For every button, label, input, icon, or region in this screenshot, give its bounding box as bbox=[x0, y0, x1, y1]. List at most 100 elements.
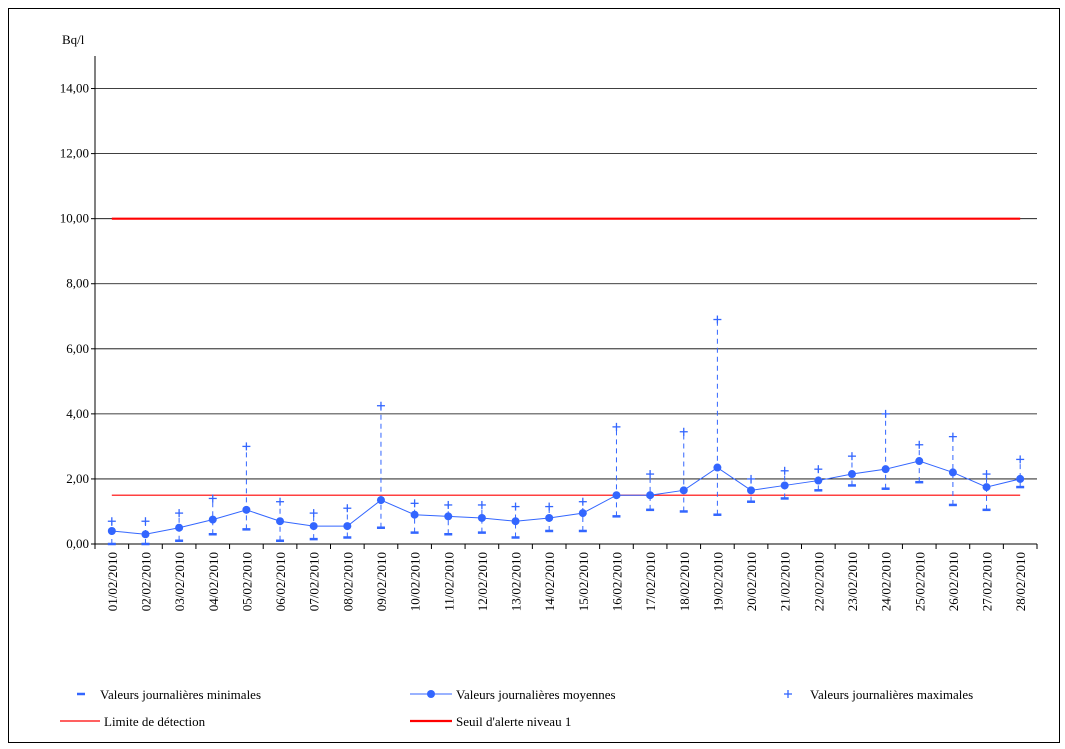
x-tick-label: 17/02/2010 bbox=[643, 552, 658, 611]
x-tick-label: 15/02/2010 bbox=[576, 552, 591, 611]
max-point bbox=[175, 509, 184, 518]
max-point bbox=[276, 497, 285, 506]
max-point bbox=[376, 401, 385, 410]
threshold-lines bbox=[111, 217, 1021, 496]
average-point bbox=[780, 481, 789, 490]
x-tick-label: 13/02/2010 bbox=[509, 552, 524, 611]
x-tick-label: 24/02/2010 bbox=[879, 552, 894, 611]
chart-frame bbox=[8, 8, 1060, 743]
average-point bbox=[713, 463, 722, 472]
average-point bbox=[847, 470, 856, 479]
average-point bbox=[948, 468, 957, 477]
x-tick-label: 22/02/2010 bbox=[811, 552, 826, 611]
average-point bbox=[376, 496, 385, 505]
max-point bbox=[948, 432, 957, 441]
x-tick-label: 10/02/2010 bbox=[408, 552, 423, 611]
average-point bbox=[107, 526, 116, 535]
max-point bbox=[982, 470, 991, 479]
y-tick-label: 10,00 bbox=[60, 211, 89, 226]
x-tick-label: 04/02/2010 bbox=[206, 552, 221, 611]
average-point bbox=[175, 523, 184, 532]
x-tick-label: 05/02/2010 bbox=[239, 552, 254, 611]
max-point bbox=[679, 427, 688, 436]
x-tick-label: 01/02/2010 bbox=[105, 552, 120, 611]
y-tick-label: 4,00 bbox=[66, 406, 89, 421]
y-tick-label: 12,00 bbox=[60, 146, 89, 161]
y-tick-label: 6,00 bbox=[66, 341, 89, 356]
average-point bbox=[578, 509, 587, 518]
max-point bbox=[477, 500, 486, 509]
average-point bbox=[309, 522, 318, 531]
max-point bbox=[444, 500, 453, 509]
average-point bbox=[343, 522, 352, 531]
x-tick-label: 06/02/2010 bbox=[273, 552, 288, 611]
x-tick-label: 08/02/2010 bbox=[340, 552, 355, 611]
max-point bbox=[612, 422, 621, 431]
y-tick-label: 14,00 bbox=[60, 81, 89, 96]
x-tick-label: 18/02/2010 bbox=[677, 552, 692, 611]
legend-max-symbol bbox=[784, 690, 792, 698]
y-tick-label: 8,00 bbox=[66, 276, 89, 291]
average-point bbox=[1016, 474, 1025, 483]
average-point bbox=[208, 515, 217, 524]
average-point bbox=[814, 476, 823, 485]
legend-min-label: Valeurs journalières minimales bbox=[100, 687, 261, 702]
legend: Valeurs journalières minimales Valeurs jo… bbox=[60, 687, 973, 729]
x-tick-label: 20/02/2010 bbox=[744, 552, 759, 611]
max-point bbox=[881, 409, 890, 418]
x-tick-label: 03/02/2010 bbox=[172, 552, 187, 611]
x-tick-label: 26/02/2010 bbox=[946, 552, 961, 611]
legend-alert-label: Seuil d'alerte niveau 1 bbox=[456, 714, 571, 729]
average-point bbox=[545, 513, 554, 522]
x-tick-label: 07/02/2010 bbox=[307, 552, 322, 611]
y-tick-labels: 0,00 2,00 4,00 6,00 8,00 10,00 12,00 14,00 bbox=[60, 81, 89, 551]
x-tick-label: 09/02/2010 bbox=[374, 552, 389, 611]
x-tick-label: 11/02/2010 bbox=[441, 552, 456, 611]
y-tick-label: 0,00 bbox=[66, 536, 89, 551]
x-tick-label: 12/02/2010 bbox=[475, 552, 490, 611]
average-line bbox=[111, 460, 1021, 535]
max-point bbox=[780, 466, 789, 475]
average-point bbox=[679, 486, 688, 495]
max-point bbox=[646, 470, 655, 479]
average-point bbox=[444, 512, 453, 521]
max-point bbox=[713, 315, 722, 324]
grid-lines bbox=[91, 56, 1038, 549]
x-tick-label: 16/02/2010 bbox=[609, 552, 624, 611]
average-point bbox=[477, 513, 486, 522]
x-tick-label: 28/02/2010 bbox=[1013, 552, 1028, 611]
max-point bbox=[747, 474, 756, 483]
max-point bbox=[343, 504, 352, 513]
max-point bbox=[847, 452, 856, 461]
x-tick-label: 23/02/2010 bbox=[845, 552, 860, 611]
max-point bbox=[410, 499, 419, 508]
data-marks bbox=[107, 315, 1025, 546]
average-point bbox=[410, 510, 419, 519]
x-tick-label: 19/02/2010 bbox=[710, 552, 725, 611]
average-point bbox=[881, 465, 890, 474]
average-point bbox=[141, 530, 150, 539]
average-point bbox=[915, 457, 924, 466]
x-tick-label: 14/02/2010 bbox=[542, 552, 557, 611]
x-tick-label: 02/02/2010 bbox=[138, 552, 153, 611]
max-point bbox=[511, 502, 520, 511]
max-point bbox=[915, 440, 924, 449]
max-point bbox=[814, 465, 823, 474]
y-unit-label: Bq/l bbox=[62, 32, 85, 47]
max-point bbox=[1016, 455, 1025, 464]
legend-detection-label: Limite de détection bbox=[104, 714, 206, 729]
x-tick-labels: 01/02/2010 02/02/2010 03/02/2010 04/02/2010… bbox=[105, 552, 1028, 611]
max-point bbox=[107, 517, 116, 526]
max-point bbox=[545, 502, 554, 511]
legend-avg-symbol bbox=[427, 690, 435, 698]
x-tick-label: 25/02/2010 bbox=[912, 552, 927, 611]
average-point bbox=[276, 517, 285, 526]
x-tick-label: 27/02/2010 bbox=[980, 552, 995, 611]
average-point bbox=[646, 491, 655, 500]
max-point bbox=[141, 517, 150, 526]
max-point bbox=[578, 497, 587, 506]
average-point bbox=[612, 491, 621, 500]
y-tick-label: 2,00 bbox=[66, 471, 89, 486]
average-point bbox=[242, 505, 251, 514]
